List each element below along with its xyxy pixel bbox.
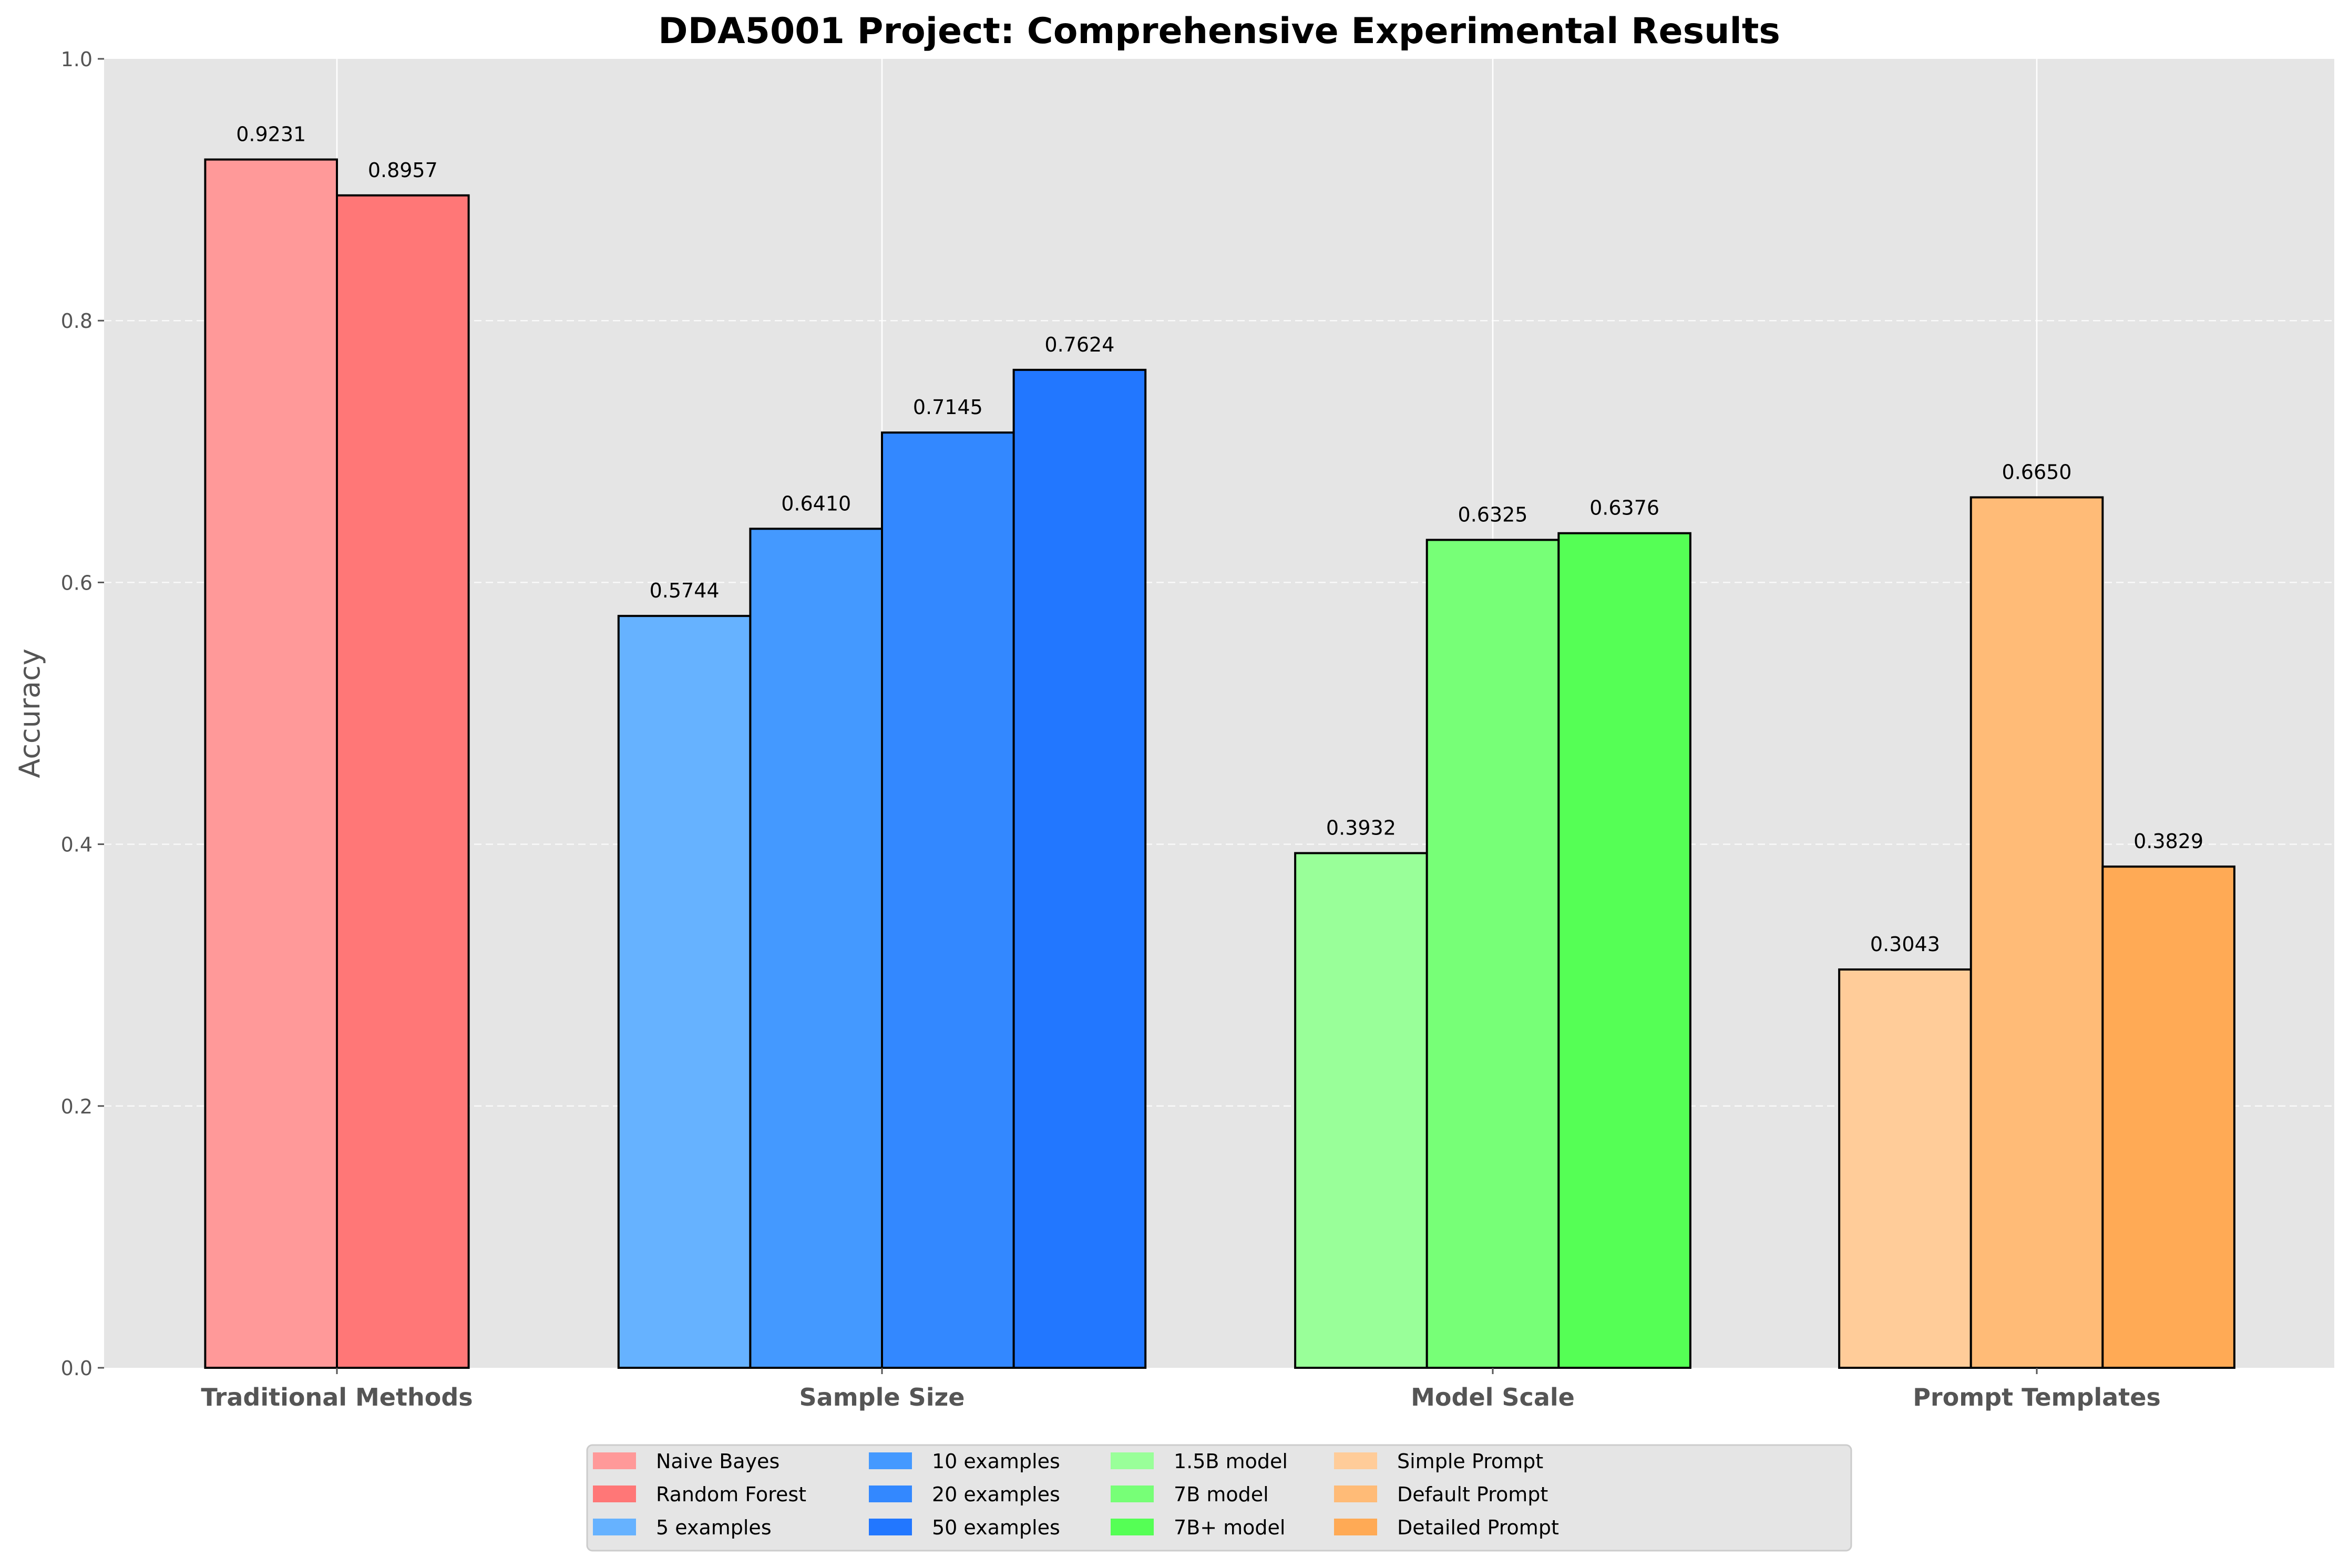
y-tick-label: 0.6 [61,571,93,594]
legend-swatch [1111,1452,1154,1469]
legend-swatch [593,1519,636,1535]
bar-random-forest [337,195,469,1368]
legend-label: 1.5B model [1174,1450,1288,1473]
bar-naive-bayes [205,160,337,1368]
data-label: 0.9231 [236,123,306,146]
data-label: 0.8957 [368,159,438,182]
legend-swatch [1334,1519,1377,1535]
bar-10-examples [750,529,882,1368]
data-label: 0.6376 [1589,497,1659,520]
bar-default-prompt [1971,497,2103,1368]
x-tick-label: Traditional Methods [201,1383,473,1411]
legend-swatch [869,1452,912,1469]
legend-label: Simple Prompt [1397,1450,1543,1473]
bar-1-5b-model [1295,853,1427,1368]
legend-swatch [1334,1452,1377,1469]
legend-swatch [869,1486,912,1502]
legend-label: 5 examples [656,1516,772,1539]
data-label: 0.6325 [1458,503,1528,526]
legend-label: Random Forest [656,1483,806,1506]
y-tick-label: 0.2 [61,1095,93,1118]
data-label: 0.6410 [781,492,851,515]
legend-label: 20 examples [932,1483,1060,1506]
y-tick-label: 0.8 [61,310,93,333]
x-tick-label: Sample Size [799,1383,965,1411]
legend-label: 10 examples [932,1450,1060,1473]
data-label: 0.7145 [913,396,983,419]
data-label: 0.3829 [2133,830,2203,853]
bar-50-examples [1014,370,1146,1368]
y-tick-label: 1.0 [61,48,93,71]
data-label: 0.6650 [2002,460,2072,483]
y-axis-label: Accuracy [13,648,46,778]
bar-20-examples [882,432,1014,1368]
legend-label: 7B model [1174,1483,1269,1506]
x-tick-label: Prompt Templates [1913,1383,2161,1411]
legend-label: Naive Bayes [656,1450,779,1473]
legend-label: Detailed Prompt [1397,1516,1559,1539]
x-tick-label: Model Scale [1411,1383,1575,1411]
legend-label: Default Prompt [1397,1483,1548,1506]
data-label: 0.3043 [1870,933,1940,956]
data-label: 0.5744 [650,579,720,602]
legend-label: 50 examples [932,1516,1060,1539]
legend: Naive Bayes Random Forest 5 examples 10 exa… [587,1445,1851,1551]
legend-swatch [593,1452,636,1469]
legend-swatch [1334,1486,1377,1502]
bar-simple-prompt [1839,969,1971,1368]
data-label: 0.3932 [1326,817,1396,840]
bar-7b-model [1558,533,1690,1368]
data-label: 0.7624 [1044,333,1114,356]
legend-swatch [593,1486,636,1502]
bar-7b-model [1427,540,1559,1368]
legend-swatch [1111,1519,1154,1535]
chart-title: DDA5001 Project: Comprehensive Experimen… [658,11,1780,52]
y-tick-label: 0.4 [61,833,93,857]
bar-5-examples [619,616,751,1368]
bar-detailed-prompt [2102,866,2234,1368]
y-tick-label: 0.0 [61,1357,93,1380]
legend-swatch [1111,1486,1154,1502]
legend-swatch [869,1519,912,1535]
legend-label: 7B+ model [1174,1516,1286,1539]
